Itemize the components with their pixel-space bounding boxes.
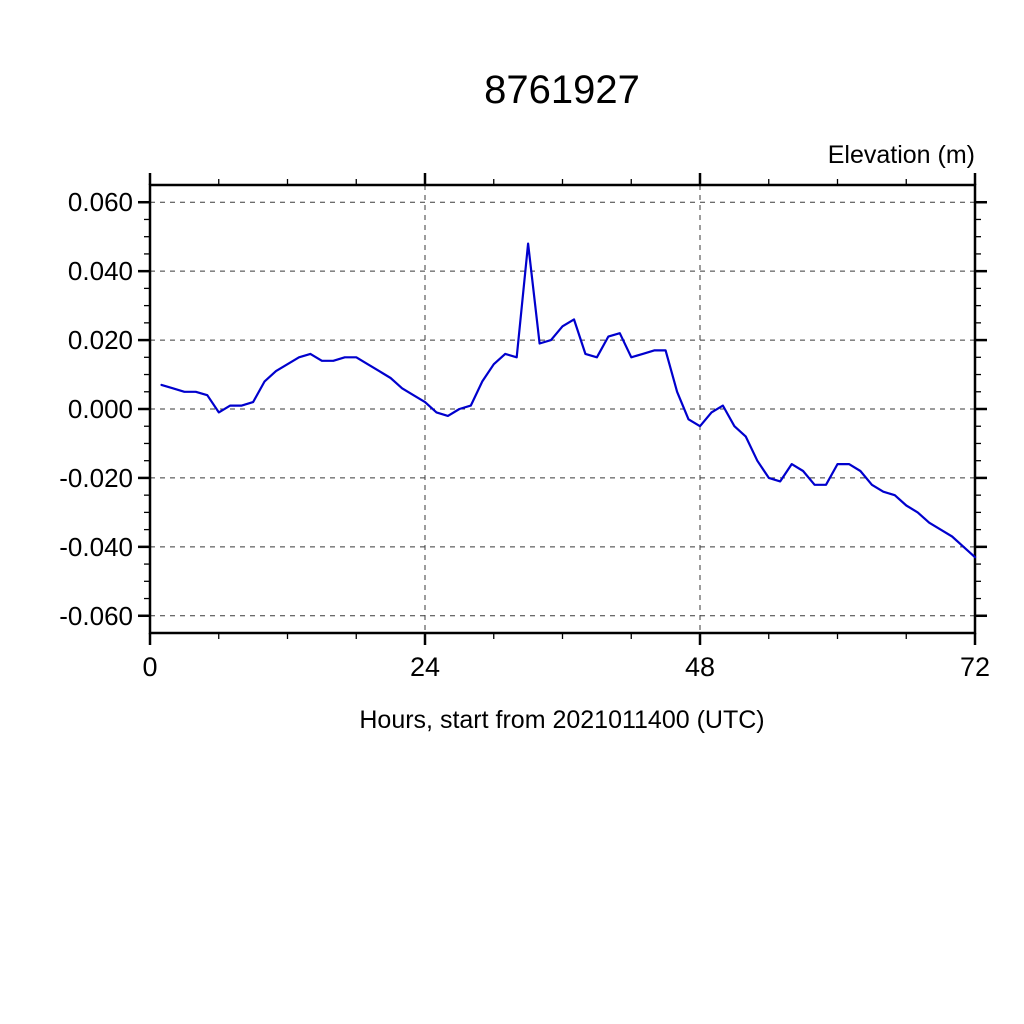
tick-labels: 0.060 0.040 0.020 0.000 -0.020 -0.040 -0.060 0 2… (59, 187, 990, 682)
x-tick-label: 48 (685, 652, 715, 682)
y-tick-label: -0.060 (59, 601, 133, 631)
y-tick-label: 0.040 (68, 256, 133, 286)
x-axis-label: Hours, start from 2021011400 (UTC) (359, 706, 764, 734)
y-tick-label: -0.040 (59, 532, 133, 562)
y-tick-label: 0.060 (68, 187, 133, 217)
elevation-line (160, 242, 977, 559)
x-tick-label: 24 (410, 652, 440, 682)
x-tick-label: 0 (142, 652, 157, 682)
x-tick-label: 72 (960, 652, 990, 682)
y-tick-label: 0.000 (68, 394, 133, 424)
y-tick-label: -0.020 (59, 463, 133, 493)
y-tick-label: 0.020 (68, 325, 133, 355)
y-axis-label: Elevation (m) (828, 141, 975, 169)
plot-frame (148, 183, 977, 635)
chart-title: 8761927 (484, 68, 640, 112)
gridlines (150, 185, 975, 633)
